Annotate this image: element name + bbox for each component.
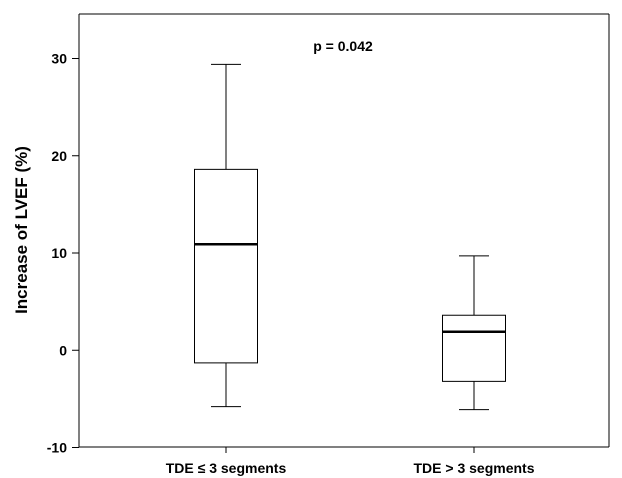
- y-axis-title: Increase of LVEF (%): [12, 146, 31, 314]
- box-plot: [194, 63, 258, 408]
- y-axis-ticks: -10 0 10 20 30: [47, 51, 79, 456]
- x-axis-categories: TDE ≤ 3 segments TDE > 3 segments: [166, 447, 535, 476]
- p-value-annotation: p = 0.042: [313, 38, 373, 54]
- x-category-label: TDE ≤ 3 segments: [166, 460, 287, 476]
- y-tick-label: 0: [59, 342, 67, 358]
- y-tick-label: 10: [51, 245, 67, 261]
- box-plots: [194, 63, 506, 411]
- y-tick-label: -10: [47, 440, 67, 456]
- box-plot: [442, 255, 506, 411]
- box-iqr: [442, 314, 506, 382]
- x-category-label: TDE > 3 segments: [414, 460, 535, 476]
- y-tick-label: 30: [51, 51, 67, 67]
- y-tick-label: 20: [51, 148, 67, 164]
- box-iqr: [194, 168, 258, 364]
- plot-frame: [78, 13, 610, 448]
